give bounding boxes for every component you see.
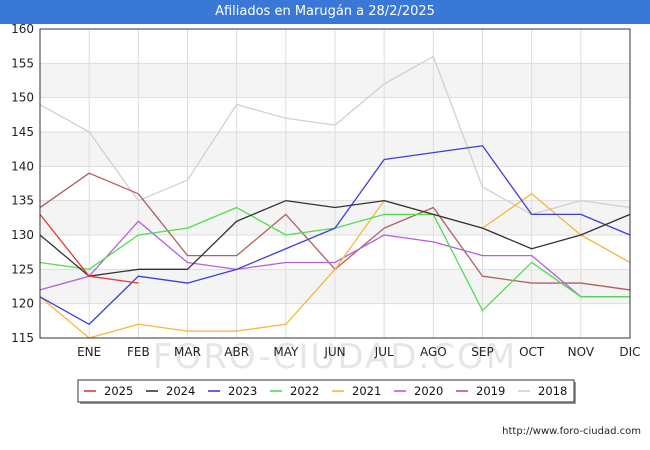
watermark: FORO-CIUDAD.COM (153, 337, 517, 377)
y-tick-label: 125 (11, 262, 34, 276)
x-tick-label: JUL (374, 345, 394, 359)
x-tick-label: FEB (127, 345, 150, 359)
x-tick-label: ABR (224, 345, 249, 359)
legend-label: 2020 (414, 384, 443, 398)
x-tick-label: MAY (273, 345, 299, 359)
legend-label: 2019 (476, 384, 505, 398)
x-tick-label: SEP (471, 345, 493, 359)
y-tick-label: 145 (11, 125, 34, 139)
x-tick-label: OCT (519, 345, 545, 359)
x-axis-ticks: ENE FEB MAR ABR MAY JUN JUL AGO SEP OCT NOV DIC (77, 345, 640, 359)
y-tick-label: 135 (11, 194, 34, 208)
legend-label: 2022 (290, 384, 319, 398)
y-tick-label: 155 (11, 56, 34, 70)
chart-title: Afiliados en Marugán a 28/2/2025 (215, 4, 435, 19)
source-url[interactable]: http://www.foro-ciudad.com (502, 426, 641, 437)
x-tick-label: JUN (323, 345, 345, 359)
y-tick-label: 160 (11, 22, 34, 36)
x-tick-label: ENE (77, 345, 101, 359)
series-line-2023 (39, 145, 631, 325)
series-line-2020 (39, 220, 630, 298)
legend-label: 2018 (538, 384, 567, 398)
legend-box (77, 379, 575, 403)
legend: 2025 2024 2023 2022 2021 2020 2019 2018 (77, 379, 576, 404)
x-tick-label: NOV (568, 345, 595, 359)
legend-label: 2021 (352, 384, 381, 398)
series-line-2021 (39, 193, 631, 339)
x-tick-label: MAR (174, 345, 201, 359)
legend-label: 2023 (228, 384, 257, 398)
y-tick-label: 140 (11, 159, 34, 173)
y-tick-label: 130 (11, 228, 34, 242)
x-tick-label: DIC (619, 345, 640, 359)
series-line-2024 (39, 200, 631, 277)
y-tick-label: 115 (11, 331, 34, 345)
series-lines (39, 55, 631, 339)
plot-frame (39, 28, 631, 339)
y-axis-ticks: 115 120 125 130 135 140 145 150 155 160 (11, 22, 34, 345)
y-tick-label: 150 (11, 91, 34, 105)
series-line-2025 (39, 213, 139, 284)
legend-label: 2024 (166, 384, 195, 398)
legend-label: 2025 (104, 384, 133, 398)
x-tick-label: AGO (420, 345, 447, 359)
title-bar: Afiliados en Marugán a 28/2/2025 (0, 0, 650, 24)
y-tick-label: 120 (11, 297, 34, 311)
